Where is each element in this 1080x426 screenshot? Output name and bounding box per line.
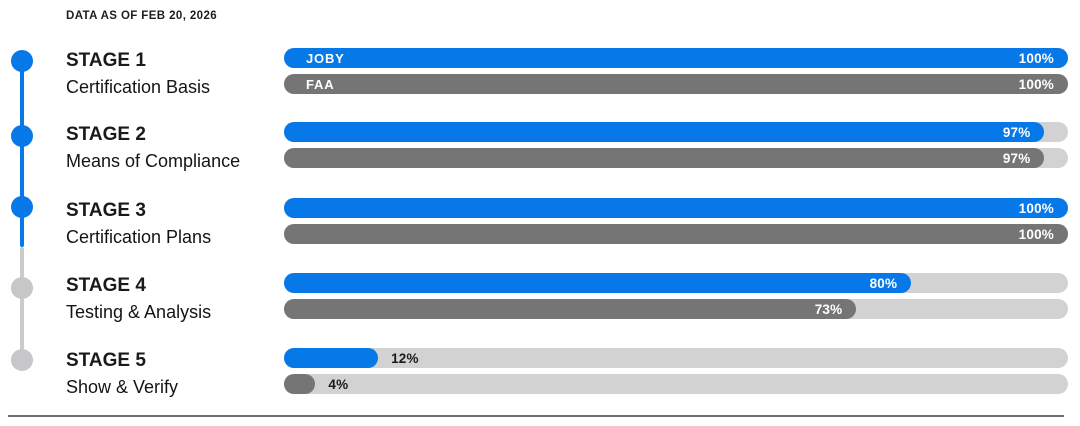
stage-subtitle: Certification Basis (66, 77, 211, 97)
stage-3-bars: 100% 100% (284, 198, 1068, 250)
faa-bar-track: 4% (284, 374, 1068, 394)
stage-row-4: STAGE 4 Testing & Analysis 80% 73% (0, 273, 1080, 325)
stage-title: STAGE 3 (66, 200, 146, 221)
stage-2-text: STAGE 2 Means of Compliance (66, 122, 276, 173)
faa-bar-fill: 100% (284, 224, 1068, 244)
stage-4-bars: 80% 73% (284, 273, 1068, 325)
joby-bar-track: 80% (284, 273, 1068, 293)
stage-title: STAGE 4 (66, 275, 146, 296)
faa-bar-fill (284, 374, 316, 394)
faa-bar-fill: 97% (284, 148, 1045, 168)
faa-bar-track: 73% (284, 299, 1068, 319)
timeline-line-inactive (20, 247, 24, 360)
stage-subtitle: Testing & Analysis (66, 302, 212, 322)
joby-pct-label: 100% (1018, 50, 1054, 66)
joby-bar-fill: 100% (284, 198, 1068, 218)
stage-row-1: STAGE 1 Certification Basis JOBY 100% FA… (0, 48, 1080, 100)
stage-2-bars: 97% 97% (284, 122, 1068, 174)
stage-subtitle: Show & Verify (66, 377, 179, 397)
faa-pct-label: 97% (1002, 150, 1031, 166)
faa-pct-label: 100% (1018, 226, 1054, 242)
stage-row-2: STAGE 2 Means of Compliance 97% 97% (0, 122, 1080, 174)
data-as-of-label: DATA AS OF FEB 20, 2026 (66, 10, 218, 22)
timeline-dot-stage-1 (11, 50, 33, 72)
joby-bar-track: 97% (284, 122, 1068, 142)
timeline-dot-stage-4 (11, 277, 33, 299)
stage-5-bars: 12% 4% (284, 348, 1068, 400)
bottom-divider (8, 415, 1064, 417)
joby-pct-label: 12% (391, 350, 419, 366)
faa-bar-fill: FAA 100% (284, 74, 1068, 94)
joby-bar-track: 100% (284, 198, 1068, 218)
stage-title: STAGE 1 (66, 50, 146, 71)
stage-4-text: STAGE 4 Testing & Analysis (66, 273, 276, 324)
joby-bar-fill: 80% (284, 273, 912, 293)
stage-1-text: STAGE 1 Certification Basis (66, 48, 276, 99)
timeline-line-active (20, 61, 24, 247)
joby-bar-track: JOBY 100% (284, 48, 1068, 68)
joby-bar-fill: 97% (284, 122, 1045, 142)
stage-subtitle: Means of Compliance (66, 151, 241, 171)
stage-1-bars: JOBY 100% FAA 100% (284, 48, 1068, 100)
joby-pct-label: 80% (869, 275, 898, 291)
timeline-dot-stage-3 (11, 196, 33, 218)
stage-title: STAGE 5 (66, 350, 146, 371)
faa-pct-label: 73% (814, 301, 843, 317)
faa-bar-track: FAA 100% (284, 74, 1068, 94)
joby-pct-label: 100% (1018, 200, 1054, 216)
timeline-dot-stage-5 (11, 349, 33, 371)
faa-pct-label: 100% (1018, 76, 1054, 92)
joby-bar-fill: JOBY 100% (284, 48, 1068, 68)
faa-bar-fill: 73% (284, 299, 857, 319)
stage-row-3: STAGE 3 Certification Plans 100% 100% (0, 198, 1080, 250)
faa-bar-track: 97% (284, 148, 1068, 168)
stage-3-text: STAGE 3 Certification Plans (66, 198, 276, 249)
joby-bar-fill (284, 348, 379, 368)
faa-bar-track: 100% (284, 224, 1068, 244)
stage-title: STAGE 2 (66, 124, 146, 145)
stage-subtitle: Certification Plans (66, 227, 212, 247)
joby-pct-label: 97% (1002, 124, 1031, 140)
joby-bar-track: 12% (284, 348, 1068, 368)
stage-5-text: STAGE 5 Show & Verify (66, 348, 276, 399)
stage-row-5: STAGE 5 Show & Verify 12% 4% (0, 348, 1080, 400)
timeline-dot-stage-2 (11, 125, 33, 147)
faa-bar-label: FAA (306, 76, 335, 92)
faa-pct-label: 4% (328, 376, 349, 392)
joby-bar-label: JOBY (306, 50, 345, 66)
